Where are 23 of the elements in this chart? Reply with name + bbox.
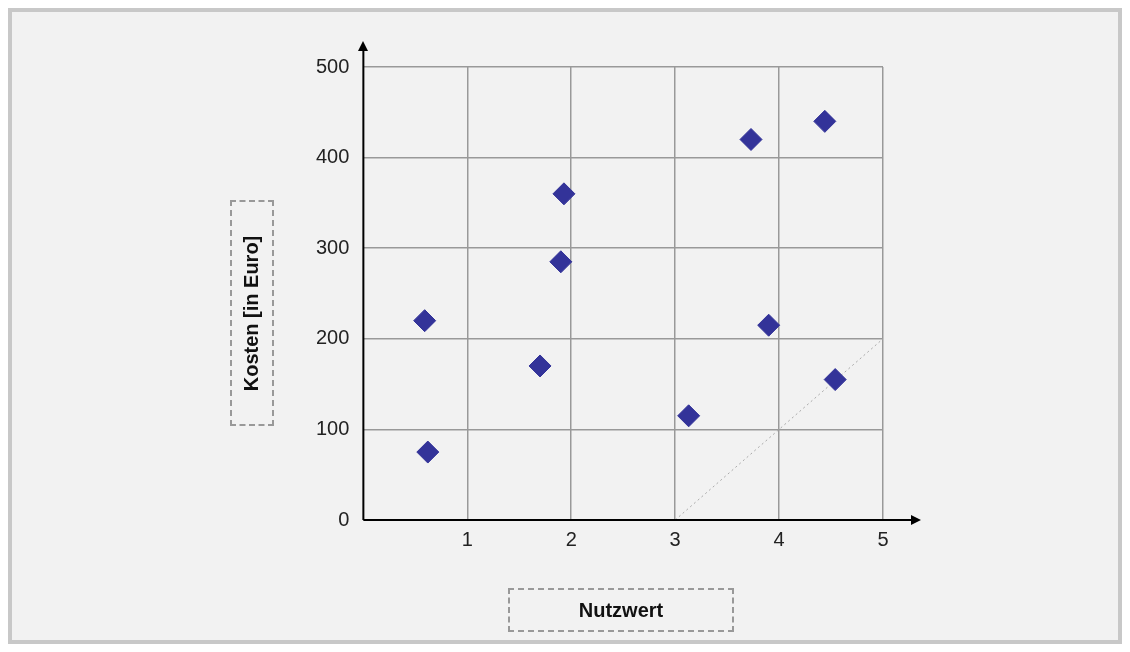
point: [413, 309, 437, 333]
y-tick-label: 300: [315, 235, 350, 258]
y-tick-label: 0: [338, 507, 350, 530]
x-tick-label: 2: [565, 527, 577, 550]
point: [823, 368, 847, 392]
point: [677, 404, 701, 428]
y-tick-label: 100: [315, 416, 350, 439]
point: [416, 440, 440, 464]
point: [813, 109, 837, 133]
point: [552, 182, 576, 206]
x-tick-label: 5: [877, 527, 889, 550]
point: [739, 127, 763, 151]
x-axis-title: Nutzwert: [508, 588, 734, 632]
point: [549, 250, 573, 274]
y-tick-label: 200: [315, 326, 350, 349]
point: [757, 313, 781, 337]
y-tick-label: 500: [315, 54, 350, 77]
y-tick-label: 400: [315, 145, 350, 168]
x-tick-label: 4: [773, 527, 785, 550]
x-tick-label: 3: [669, 527, 681, 550]
y-axis-title: Kosten [in Euro]: [240, 235, 264, 391]
point: [528, 354, 552, 378]
x-tick-label: 1: [461, 527, 473, 550]
